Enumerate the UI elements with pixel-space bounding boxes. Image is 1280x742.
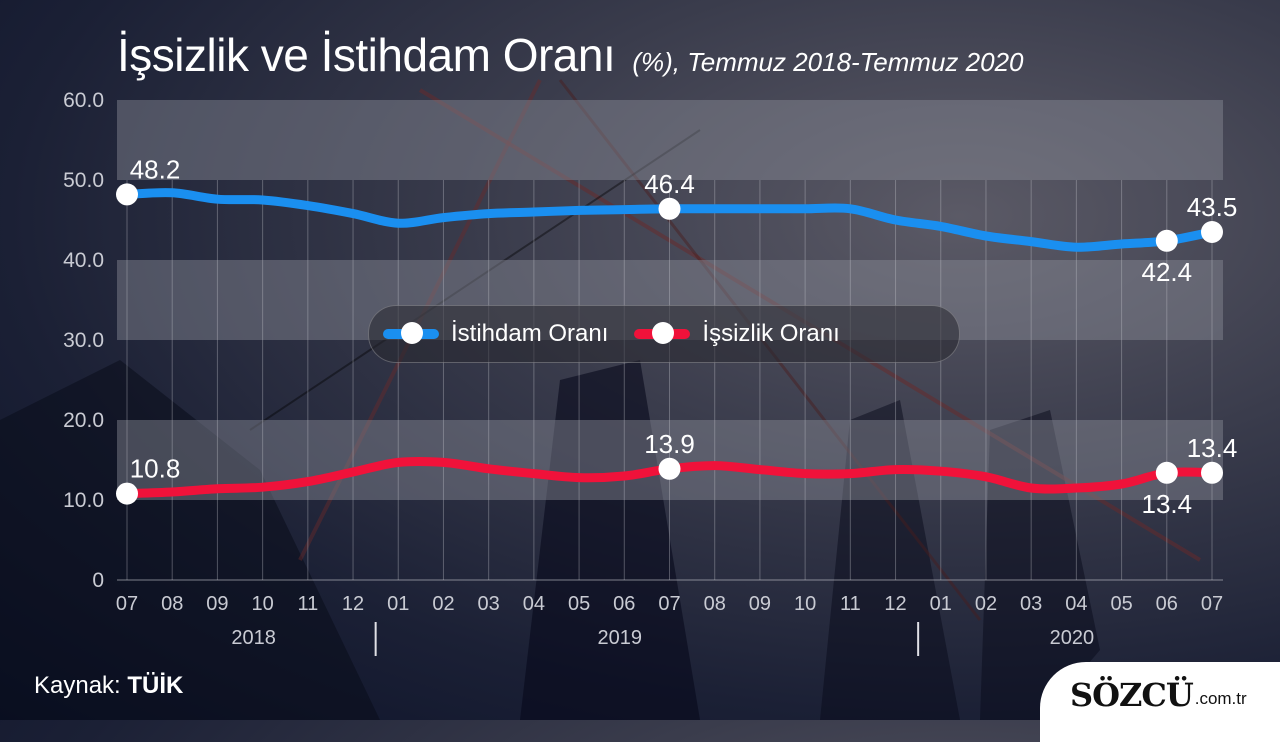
data-label: 46.4 [644,169,695,199]
year-label: 2018 [231,627,276,649]
x-tick-label: 04 [523,593,545,615]
x-tick-label: 10 [794,593,816,615]
x-tick-label: 11 [840,593,861,615]
x-tick-label: 08 [704,593,726,615]
data-point-marker[interactable] [1155,229,1178,252]
data-point-marker[interactable] [658,457,681,480]
data-point-marker[interactable] [658,197,681,220]
chart-subtitle: (%), Temmuz 2018-Temmuz 2020 [632,47,1024,77]
x-tick-label: 06 [1156,593,1178,615]
data-point-marker[interactable] [116,183,138,206]
data-label: 10.8 [130,454,181,484]
x-tick-label: 01 [930,593,952,615]
y-tick-label: 30.0 [63,329,104,352]
x-tick-label: 08 [161,593,183,615]
source-prefix: Kaynak: [34,672,121,699]
y-tick-label: 50.0 [63,169,104,192]
logo-wordmark: SÖZCÜ [1070,676,1194,714]
x-tick-label: 05 [568,593,590,615]
data-label: 13.4 [1187,433,1238,463]
chart-band [117,100,1223,180]
data-label: 43.5 [1187,192,1238,222]
data-label: 13.4 [1141,489,1192,519]
x-tick-label: 03 [1020,593,1042,615]
data-labels: 48.2 46.4 42.4 43.5 10.8 13.9 13.4 13.4 [116,154,1238,519]
logo-domain: .com.tr [1194,689,1247,708]
legend-item-employment[interactable]: İstihdam Oranı [383,320,608,348]
year-label: 2020 [1050,627,1095,649]
x-tick-label: 02 [432,593,454,615]
chart-legend: İstihdam Oranı İşsizlik Oranı [368,305,960,363]
sozcu-logo[interactable]: SÖZCÜ .com.tr [1040,662,1280,742]
x-tick-label: 04 [1065,593,1087,615]
x-tick-label: 01 [387,593,409,615]
data-label: 42.4 [1141,257,1192,287]
x-tick-label: 11 [297,593,318,615]
chart-title-block: İşsizlik ve İstihdam Oranı (%), Temmuz 2… [117,28,1024,82]
x-tick-label: 12 [342,593,364,615]
legend-label: İstihdam Oranı [451,320,609,347]
year-label: 2019 [598,627,643,649]
y-tick-label: 20.0 [63,409,104,432]
x-tick-label: 05 [1110,593,1132,615]
x-tick-label: 07 [658,593,680,615]
y-tick-label: 10.0 [63,489,104,512]
x-tick-label: 03 [478,593,500,615]
x-axis: 07 08 09 10 11 12 01 02 03 04 05 06 07 08 09 10 11 12 01 02… [116,593,1223,656]
x-tick-label: 07 [116,593,138,615]
data-point-marker[interactable] [1155,461,1178,484]
chart-title: İşsizlik ve İstihdam Oranı [117,29,616,81]
x-tick-label: 07 [1201,593,1223,615]
x-tick-label: 09 [206,593,228,615]
chart-grid [117,180,1223,581]
data-point-marker[interactable] [1201,221,1223,243]
x-tick-label: 06 [613,593,635,615]
y-tick-label: 0 [92,569,104,592]
employment-line-marker-icon [383,322,439,344]
source-note: Kaynak: TÜİK [34,672,183,700]
data-label: 48.2 [130,154,181,184]
line-chart: 0 10.0 20.0 30.0 40.0 50.0 60.0 07 08 09 10 11 12 01… [63,89,1238,656]
legend-item-unemployment[interactable]: İşsizlik Oranı [634,320,840,348]
legend-label: İşsizlik Oranı [702,320,840,347]
unemployment-line-marker-icon [634,322,691,344]
x-tick-label: 02 [975,593,997,615]
data-label: 13.9 [644,429,695,459]
x-tick-label: 09 [749,593,771,615]
x-tick-label: 10 [252,593,274,615]
y-tick-label: 60.0 [63,89,104,112]
x-tick-label: 12 [884,593,906,615]
y-axis: 0 10.0 20.0 30.0 40.0 50.0 60.0 [63,89,104,592]
source-name: TÜİK [127,672,184,699]
data-point-marker[interactable] [1201,461,1223,484]
data-point-marker[interactable] [116,482,138,505]
y-tick-label: 40.0 [63,249,104,272]
